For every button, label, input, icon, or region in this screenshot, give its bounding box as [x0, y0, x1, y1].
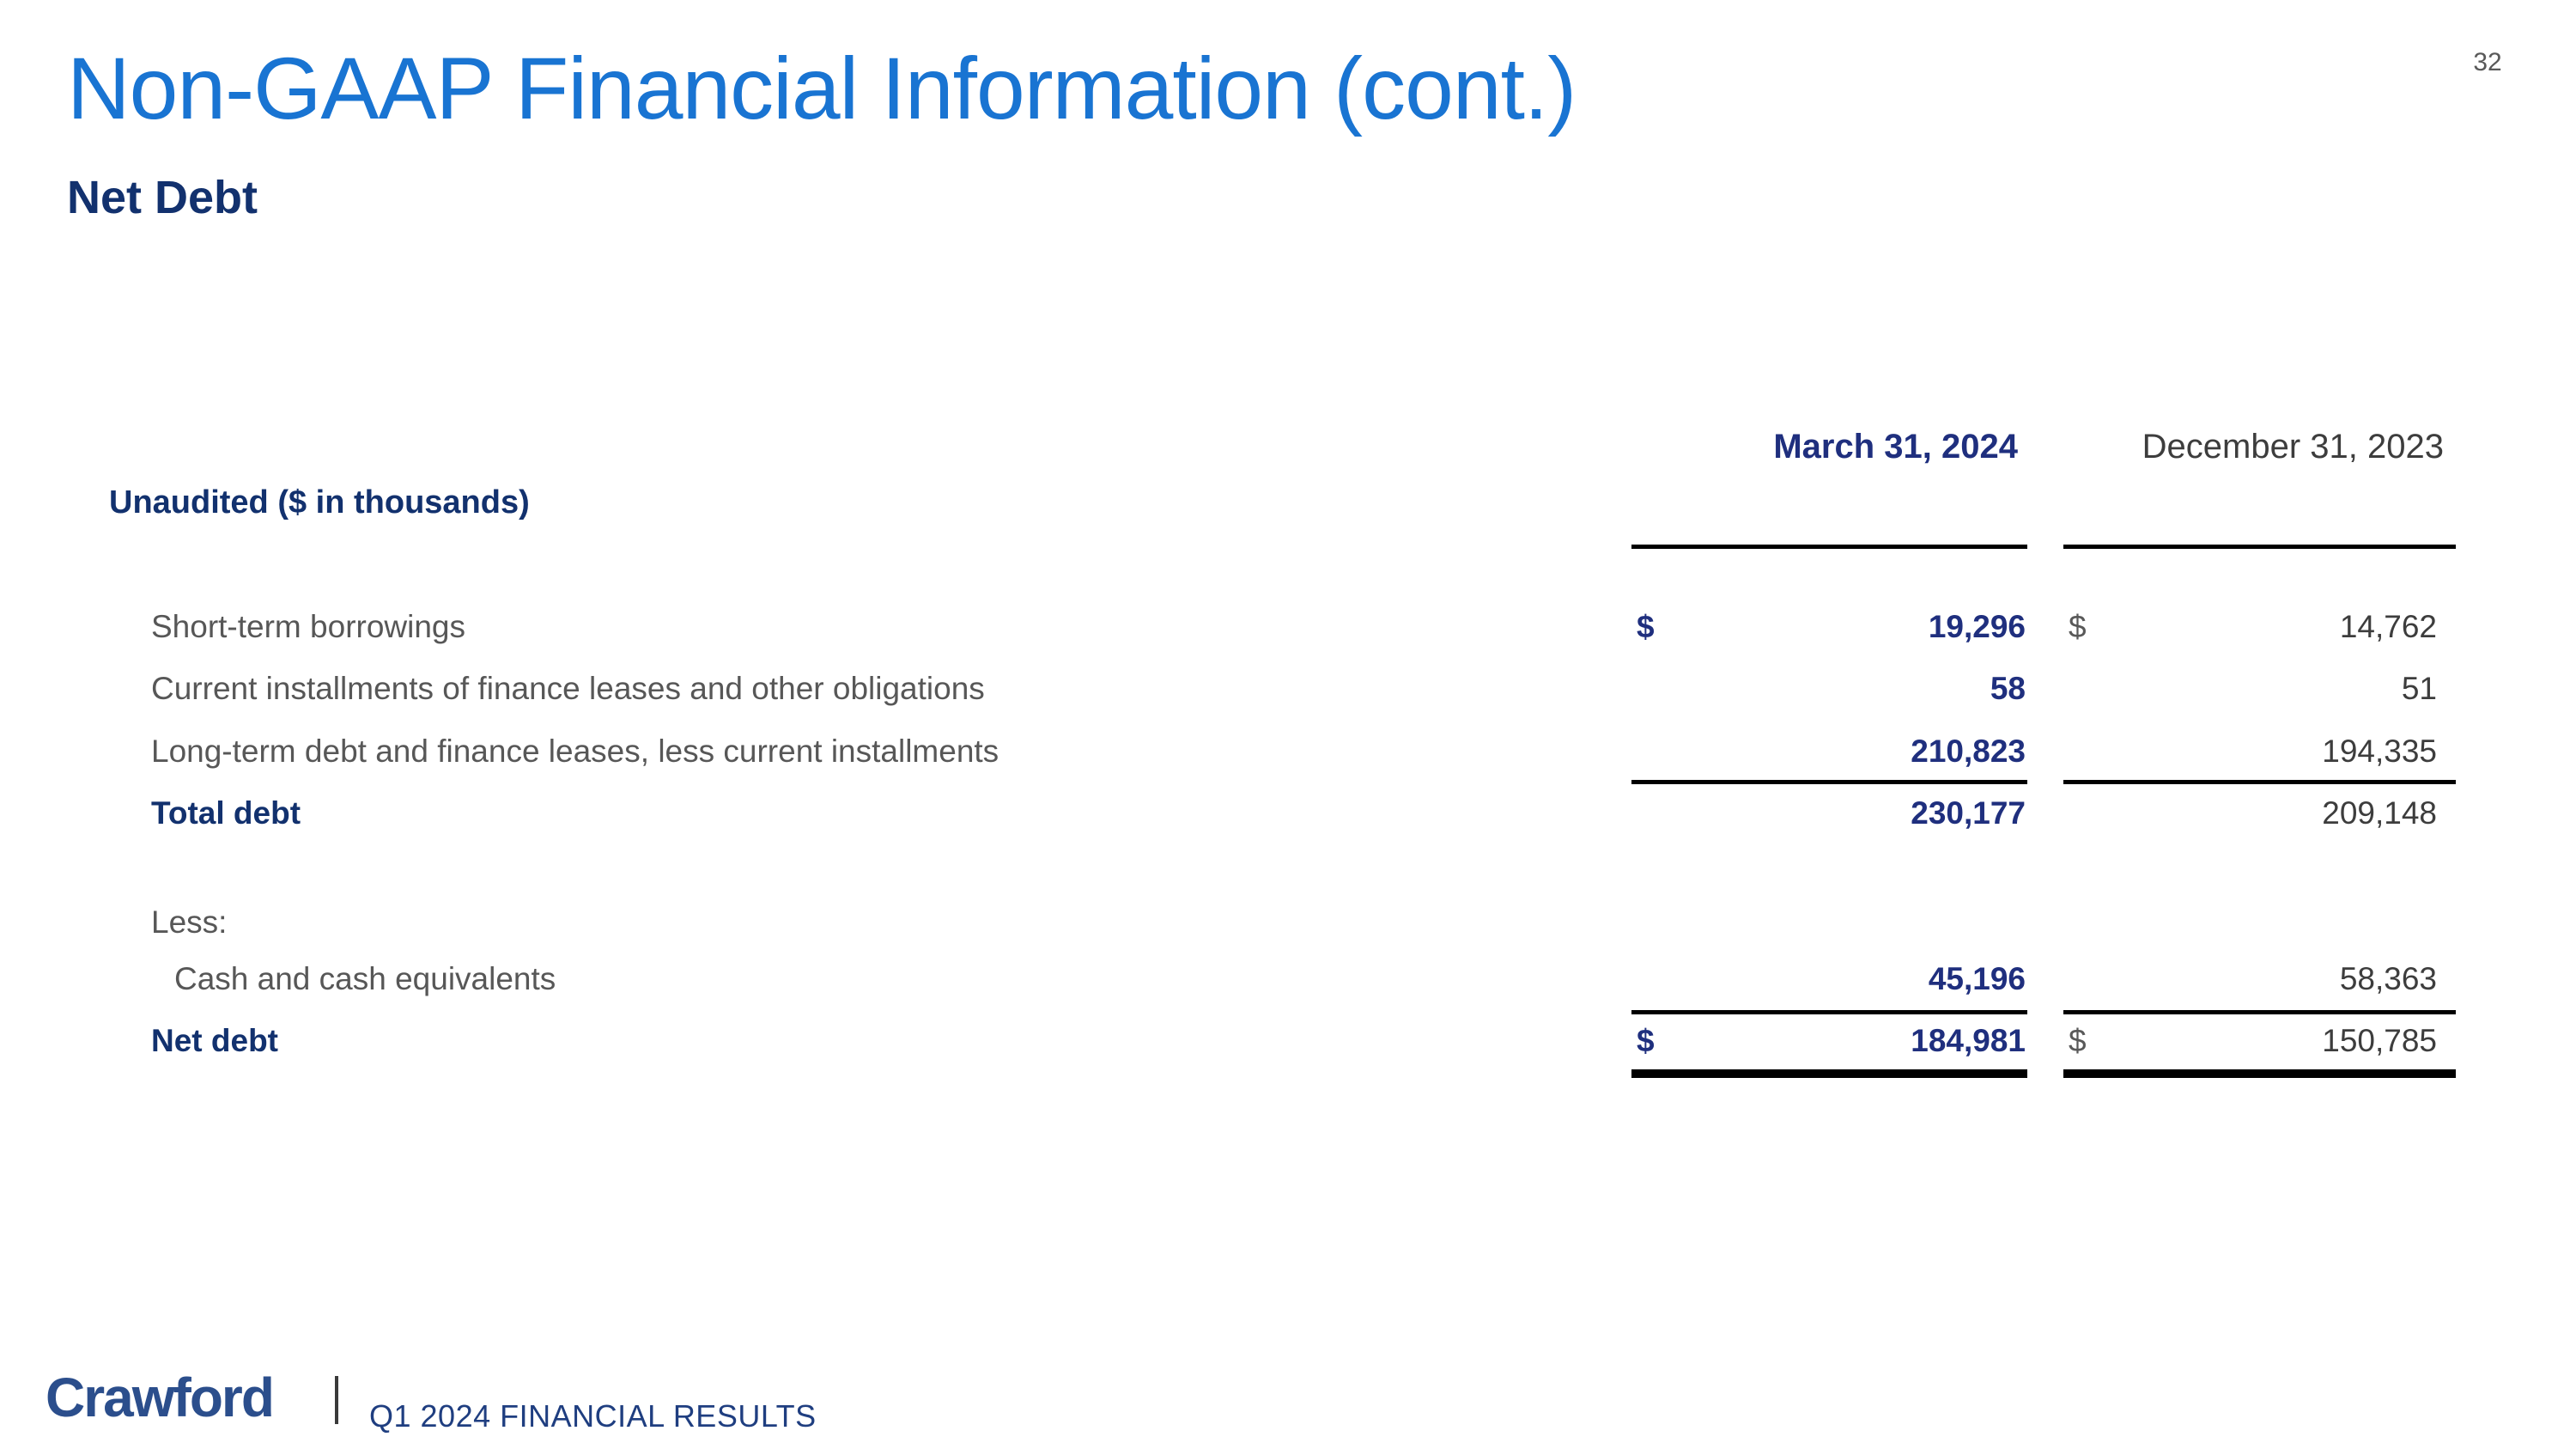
crawford-logo: Crawford [46, 1367, 275, 1428]
row-value-col2: 209,148 [2322, 795, 2437, 831]
row-value-col1: $ 19,296 [1631, 611, 2026, 642]
row-label: Short-term borrowings [151, 609, 466, 644]
row-label: Current installments of finance leases a… [151, 671, 985, 706]
row-value-col1: 58 [1990, 671, 2026, 706]
dollar-sign: $ [2069, 609, 2087, 644]
dollar-sign: $ [1637, 1023, 1655, 1058]
subtotal-rule-col2 [2063, 780, 2456, 784]
row-label: Long-term debt and finance leases, less … [151, 734, 999, 769]
row-value-col1: 210,823 [1911, 734, 2026, 769]
slide-subtitle: Net Debt [67, 172, 258, 223]
grand-total-rule-col2 [2063, 1069, 2456, 1078]
subtotal-rule-col1 [1631, 1010, 2027, 1014]
row-label-less: Less: [151, 904, 228, 940]
table-note: Unaudited ($ in thousands) [109, 484, 530, 521]
footer-report-title: Q1 2024 FINANCIAL RESULTS [369, 1398, 817, 1434]
page-title: Non-GAAP Financial Information (cont.) [67, 40, 1577, 137]
row-value-col2: 58,363 [2339, 961, 2437, 996]
page-number: 32 [2473, 48, 2502, 76]
row-value-col1: 230,177 [1911, 795, 2026, 831]
row-label-net-debt: Net debt [151, 1023, 278, 1058]
column-header-march-2024: March 31, 2024 [1773, 428, 2018, 466]
subtotal-rule-col2 [2063, 1010, 2456, 1014]
header-rule-col1 [1631, 545, 2027, 549]
dollar-sign: $ [2069, 1023, 2087, 1058]
subtotal-rule-col1 [1631, 780, 2027, 784]
row-value-col2: 194,335 [2322, 734, 2437, 769]
dollar-sign: $ [1637, 609, 1655, 644]
footer-divider [335, 1376, 338, 1424]
row-label: Cash and cash equivalents [174, 961, 556, 996]
row-value-col1: $ 184,981 [1631, 1025, 2026, 1056]
header-rule-col2 [2063, 545, 2456, 549]
column-header-december-2023: December 31, 2023 [2142, 428, 2444, 466]
row-value-col2: 51 [2401, 671, 2437, 706]
row-value-col2: $ 14,762 [2063, 611, 2437, 642]
row-value-col1: 45,196 [1928, 961, 2026, 996]
grand-total-rule-col1 [1631, 1069, 2027, 1078]
row-value-col2: $ 150,785 [2063, 1025, 2437, 1056]
row-label-total-debt: Total debt [151, 795, 301, 831]
